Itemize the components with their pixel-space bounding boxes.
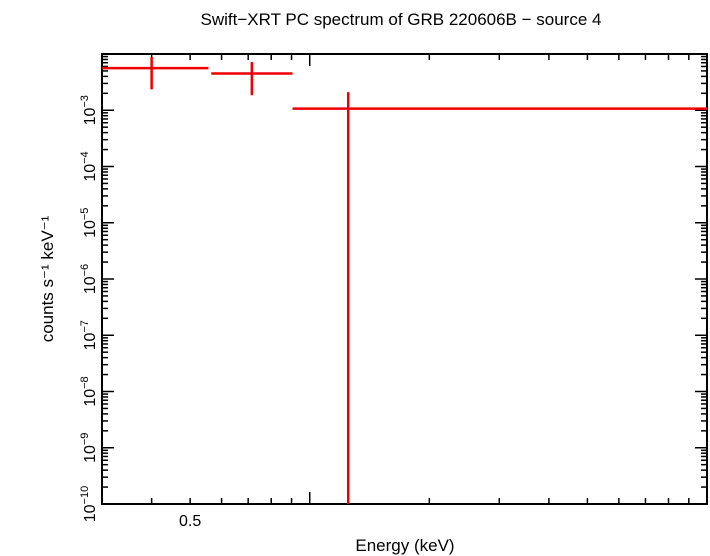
data-points <box>102 57 707 504</box>
y-tick-labels: 10−10 10−9 10−8 10−7 10−6 10−5 10−4 10−3 <box>79 95 99 522</box>
y-axis-label: counts s⁻¹ keV⁻¹ <box>38 215 57 342</box>
y-tick-label: 10−8 <box>79 376 99 406</box>
x-tick-labels: 0.5 <box>179 513 201 530</box>
x-axis-label: Energy (keV) <box>355 536 454 555</box>
chart-title: Swift−XRT PC spectrum of GRB 220606B − s… <box>201 10 602 29</box>
y-tick-label: 10−4 <box>79 151 99 181</box>
y-tick-label: 10−6 <box>79 264 99 294</box>
x-tick-label: 0.5 <box>179 513 201 530</box>
axis-ticks <box>101 53 708 505</box>
data-point <box>211 62 293 96</box>
data-point <box>292 92 707 504</box>
y-tick-label: 10−7 <box>79 320 99 350</box>
y-tick-label: 10−9 <box>79 433 99 463</box>
y-tick-label: 10−10 <box>79 486 99 522</box>
data-point <box>102 57 209 90</box>
y-tick-label: 10−5 <box>79 208 99 238</box>
plot-frame <box>101 53 708 505</box>
y-tick-label: 10−3 <box>79 95 99 125</box>
